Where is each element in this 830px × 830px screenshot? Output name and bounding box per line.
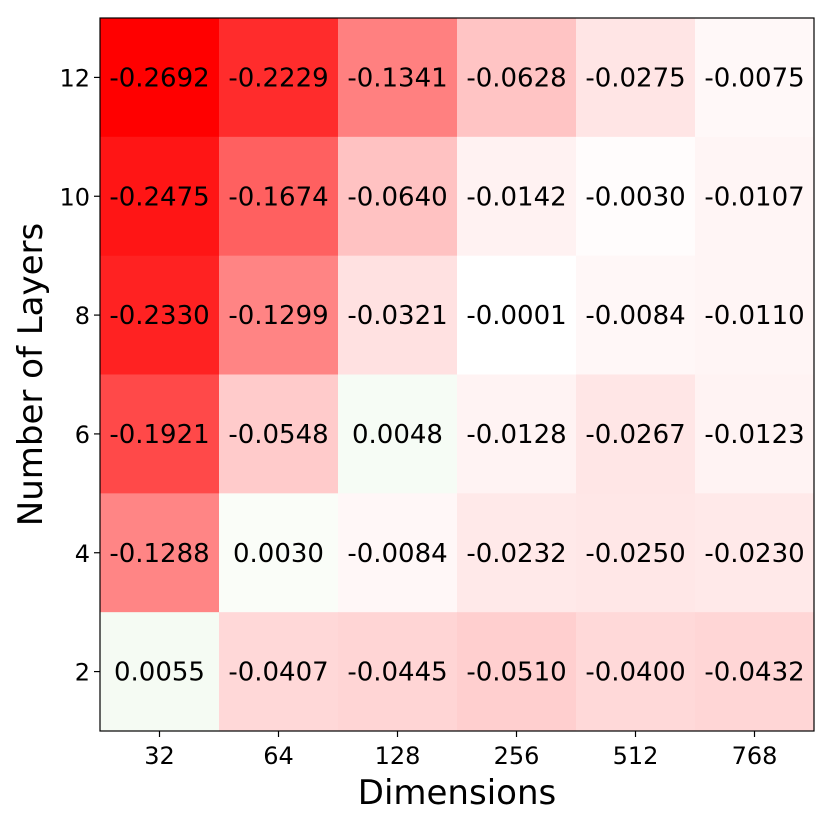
heatmap-cell (219, 612, 339, 732)
heatmap-cell (100, 18, 220, 138)
heatmap-cell (100, 374, 220, 494)
heatmap-cell (338, 493, 458, 613)
cell-value-label: -0.0407 (228, 658, 328, 688)
cell-value-label: -0.1341 (347, 63, 447, 93)
heatmap-cell (457, 136, 577, 257)
x-tick-label: 768 (732, 742, 778, 770)
cell-value-label: -0.2692 (109, 63, 209, 93)
heatmap-cell (219, 493, 339, 613)
cell-value-label: -0.2330 (109, 301, 209, 331)
x-tick-label: 64 (263, 742, 294, 770)
y-tick-label: 8 (75, 302, 90, 330)
cell-value-label: -0.0232 (466, 539, 566, 569)
heatmap-cell (695, 374, 815, 494)
cell-value-label: -0.0640 (347, 182, 447, 212)
heatmap-cell (100, 493, 220, 613)
heatmap-cell (219, 374, 339, 494)
heatmap-cells (100, 18, 815, 732)
cell-value-labels: -0.2692 -0.2229 -0.1341 -0.0628 -0.0275 -0.00… (109, 63, 804, 687)
heatmap-cell (219, 136, 339, 257)
cell-value-label: -0.0445 (347, 658, 447, 688)
cell-value-label: -0.0123 (704, 420, 804, 450)
heatmap-cell (457, 493, 577, 613)
y-tick-label: 12 (59, 64, 90, 92)
heatmap-cell (457, 612, 577, 732)
y-tick-label: 2 (75, 659, 90, 687)
heatmap-cell (576, 255, 696, 375)
heatmap-cell (457, 255, 577, 375)
heatmap-cell (695, 493, 815, 613)
y-tick-label: 10 (59, 183, 90, 211)
x-tick-label: 128 (375, 742, 421, 770)
x-axis-title: Dimensions (358, 773, 556, 813)
heatmap-cell (338, 18, 458, 138)
cell-value-label: -0.1921 (109, 420, 209, 450)
cell-value-label: -0.1299 (228, 301, 328, 331)
cell-value-label: -0.0548 (228, 420, 328, 450)
heatmap-cell (576, 374, 696, 494)
heatmap-cell (219, 18, 339, 138)
cell-value-label: -0.0107 (704, 182, 804, 212)
heatmap-cell (219, 255, 339, 375)
cell-value-label: -0.2229 (228, 63, 328, 93)
cell-value-label: -0.0628 (466, 63, 566, 93)
y-axis-ticks: 12 10 8 6 4 2 (59, 64, 100, 687)
heatmap-cell (695, 255, 815, 375)
y-tick-label: 4 (75, 540, 90, 568)
cell-value-label: -0.0230 (704, 539, 804, 569)
cell-value-label: -0.0510 (466, 658, 566, 688)
cell-value-label: -0.0084 (347, 539, 447, 569)
heatmap-cell (576, 612, 696, 732)
cell-value-label: -0.0075 (704, 63, 804, 93)
cell-value-label: -0.0030 (585, 182, 685, 212)
heatmap-cell (100, 612, 220, 732)
cell-value-label: -0.0128 (466, 420, 566, 450)
cell-value-label: 0.0055 (114, 658, 205, 688)
plot-frame (99, 17, 815, 732)
cell-value-label: -0.0001 (466, 301, 566, 331)
y-tick-label: 6 (75, 421, 90, 449)
x-tick-label: 256 (494, 742, 540, 770)
heatmap-cell (576, 493, 696, 613)
cell-value-label: -0.0275 (585, 63, 685, 93)
y-axis-title: Number of Layers (11, 223, 51, 526)
cell-value-label: 0.0048 (352, 420, 443, 450)
cell-value-label: -0.2475 (109, 182, 209, 212)
cell-value-label: -0.0110 (704, 301, 804, 331)
cell-value-label: -0.1288 (109, 539, 209, 569)
x-tick-label: 32 (144, 742, 175, 770)
heatmap-cell (100, 255, 220, 375)
heatmap-cell (457, 374, 577, 494)
heatmap-cell (338, 255, 458, 375)
cell-value-label: 0.0030 (233, 539, 324, 569)
x-axis-ticks: 32 64 128 256 512 768 (144, 731, 777, 770)
heatmap-cell (576, 18, 696, 138)
cell-value-label: -0.0400 (585, 658, 685, 688)
cell-value-label: -0.0250 (585, 539, 685, 569)
cell-value-label: -0.1674 (228, 182, 328, 212)
cell-value-label: -0.0321 (347, 301, 447, 331)
cell-value-label: -0.0142 (466, 182, 566, 212)
heatmap-cell (695, 136, 815, 257)
heatmap-cell (338, 374, 458, 494)
heatmap-cell (457, 18, 577, 138)
heatmap-cell (100, 136, 220, 257)
heatmap-cell (338, 612, 458, 732)
heatmap-cell (695, 612, 815, 732)
x-tick-label: 512 (613, 742, 659, 770)
cell-value-label: -0.0432 (704, 658, 804, 688)
cell-value-label: -0.0267 (585, 420, 685, 450)
cell-value-label: -0.0084 (585, 301, 685, 331)
heatmap-cell (576, 136, 696, 257)
heatmap-cell (695, 18, 815, 138)
heatmap-cell (338, 136, 458, 257)
